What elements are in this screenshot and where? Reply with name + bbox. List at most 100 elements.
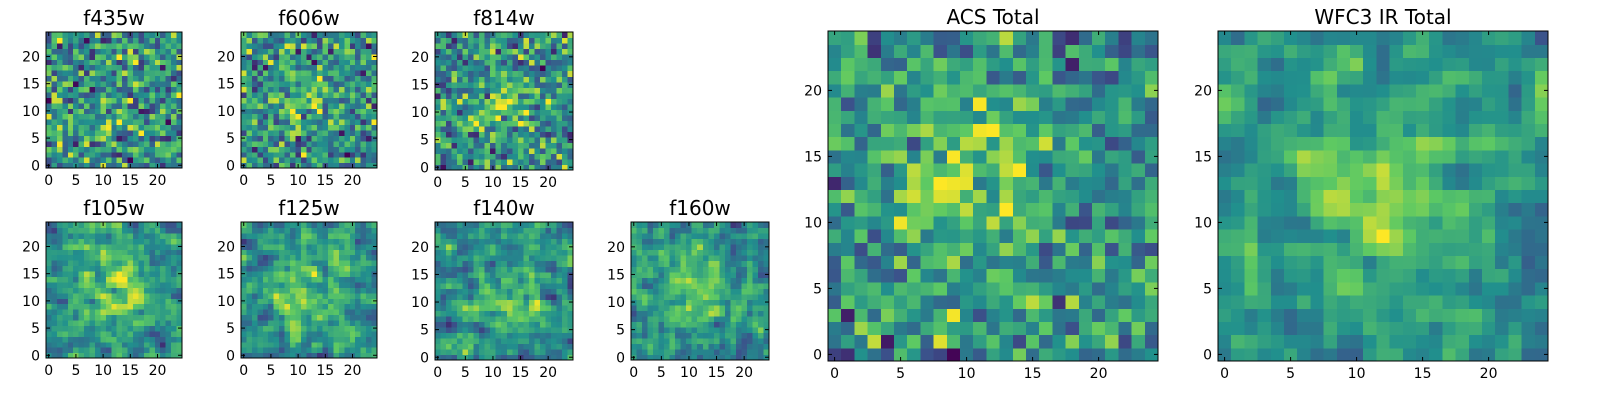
heatmap-cell <box>523 282 530 289</box>
heatmap-cell <box>506 147 513 155</box>
heatmap-cell <box>143 276 150 283</box>
heatmap-cell <box>89 314 96 321</box>
heatmap-cell <box>647 315 654 322</box>
axes-frame <box>434 221 574 361</box>
heatmap-cell <box>457 114 464 121</box>
heatmap-cell <box>89 222 96 229</box>
heatmap-cell <box>317 53 324 60</box>
heatmap-cell <box>344 314 351 321</box>
heatmap-cell <box>473 48 480 55</box>
heatmap-cell <box>523 271 530 278</box>
heatmap-cell <box>517 299 524 306</box>
heatmap-cell <box>1012 176 1027 190</box>
heatmap-cell <box>473 70 480 77</box>
heatmap-cell <box>484 65 491 72</box>
heatmap-cell <box>105 146 112 153</box>
heatmap-cell <box>165 162 172 169</box>
heatmap-cell <box>349 232 356 239</box>
heatmap-cell <box>534 326 541 333</box>
heatmap-cell <box>289 64 296 71</box>
heatmap-cell <box>328 325 335 332</box>
heatmap-cell <box>273 75 280 82</box>
heatmap-cell <box>366 113 373 120</box>
heatmap-cell <box>501 109 508 116</box>
heatmap-cell <box>473 222 480 229</box>
heatmap-cell <box>735 260 742 267</box>
heatmap-cell <box>160 70 167 77</box>
heatmap-cell <box>295 124 302 131</box>
heatmap-cell <box>84 146 91 153</box>
heatmap-cell <box>143 86 150 93</box>
heatmap-cell <box>517 103 524 110</box>
heatmap-cell <box>752 315 759 322</box>
heatmap-cell <box>468 153 475 160</box>
heatmap-cell <box>105 140 112 147</box>
heatmap-cell <box>62 80 69 87</box>
heatmap-cell <box>89 64 96 71</box>
heatmap-cell <box>246 276 253 283</box>
heatmap-cell <box>300 319 307 326</box>
heatmap-cell <box>556 271 563 278</box>
heatmap-cell <box>105 227 112 234</box>
heatmap-cell <box>84 336 91 343</box>
heatmap-cell <box>479 37 486 44</box>
heatmap-cell <box>523 277 530 284</box>
heatmap-cell <box>322 157 329 164</box>
heatmap-cell <box>295 260 302 267</box>
heatmap-cell <box>446 136 453 143</box>
heatmap-cell <box>567 343 574 350</box>
heatmap-cell <box>642 238 649 245</box>
heatmap-cell <box>262 75 269 82</box>
heatmap-cell <box>719 238 726 245</box>
heatmap-cell <box>251 124 258 131</box>
heatmap-cell <box>338 108 345 115</box>
heatmap-cell <box>440 114 447 121</box>
heatmap-cell <box>279 287 286 294</box>
heatmap-cell <box>479 227 486 234</box>
heatmap-cell <box>1118 321 1133 336</box>
heatmap-cell <box>268 129 275 136</box>
heatmap-cell <box>528 164 535 171</box>
heatmap-cell <box>322 91 329 98</box>
heatmap-cell <box>154 249 161 256</box>
y-tick-label: 20 <box>411 50 429 66</box>
heatmap-cell <box>111 249 118 256</box>
heatmap-cell <box>122 347 129 354</box>
heatmap-cell <box>311 162 318 169</box>
heatmap-cell <box>680 277 687 284</box>
heatmap-cell <box>138 42 145 49</box>
heatmap-cell <box>539 277 546 284</box>
heatmap-cell <box>246 352 253 359</box>
heatmap-cell <box>539 120 546 127</box>
heatmap-cell <box>127 287 134 294</box>
heatmap-cell <box>138 341 145 348</box>
heatmap-cell <box>457 131 464 138</box>
heatmap-cell <box>257 325 264 332</box>
heatmap-cell <box>143 64 150 71</box>
x-tick-label: 10 <box>94 173 112 189</box>
heatmap-cell <box>828 176 842 190</box>
heatmap-cell <box>67 64 74 71</box>
heatmap-cell <box>51 32 58 39</box>
heatmap-cell <box>440 65 447 72</box>
heatmap-cell <box>534 321 541 328</box>
heatmap-cell <box>257 48 264 55</box>
heatmap-cell <box>311 80 318 87</box>
heatmap-cell <box>550 158 558 166</box>
heatmap-cell <box>1092 295 1106 309</box>
heatmap-cell <box>435 233 442 240</box>
heatmap-cell <box>46 238 53 245</box>
heatmap-cell <box>257 42 264 49</box>
heatmap-cell <box>160 124 167 131</box>
heatmap-cell <box>1105 321 1119 336</box>
heatmap-cell <box>528 48 535 55</box>
heatmap-cell <box>501 310 508 317</box>
heatmap-cell <box>550 32 558 39</box>
heatmap-cell <box>435 125 442 132</box>
heatmap-cell <box>691 321 698 328</box>
heatmap-cell <box>435 282 442 289</box>
heatmap-cell <box>51 276 58 283</box>
heatmap-cell <box>631 310 638 317</box>
heatmap-cell <box>501 37 508 44</box>
heatmap-cell <box>669 343 676 350</box>
